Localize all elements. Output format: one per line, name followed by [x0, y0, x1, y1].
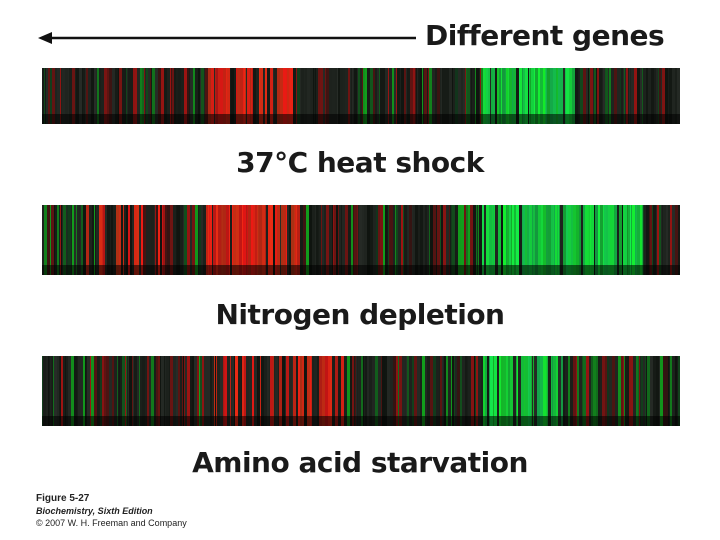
expression-texture: [42, 205, 680, 275]
figure-number: Figure 5-27: [36, 493, 90, 504]
expression-texture: [42, 68, 680, 124]
condition-label-amino-acid-starvation: Amino acid starvation: [192, 446, 528, 479]
expression-strip-heat-shock: [42, 205, 680, 275]
book-title: Biochemistry, Sixth Edition: [36, 506, 153, 516]
genes-axis-label: Different genes: [425, 19, 665, 52]
genes-axis-header: Different genes: [0, 0, 720, 70]
copyright-notice: © 2007 W. H. Freeman and Company: [36, 518, 187, 528]
condition-label-nitrogen-depletion: Nitrogen depletion: [215, 298, 506, 331]
left-arrow-icon: [38, 32, 416, 44]
expression-texture: [42, 356, 680, 426]
figure-caption: Figure 5-27 Biochemistry, Sixth Edition …: [36, 493, 187, 529]
condition-label-heat-shock: 37°C heat shock: [236, 146, 484, 179]
expression-strip-nitrogen-depletion: [42, 356, 680, 426]
expression-strip-reference: [42, 68, 680, 124]
